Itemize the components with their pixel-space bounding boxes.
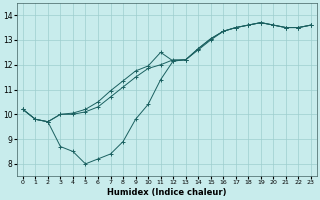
X-axis label: Humidex (Indice chaleur): Humidex (Indice chaleur) — [107, 188, 227, 197]
